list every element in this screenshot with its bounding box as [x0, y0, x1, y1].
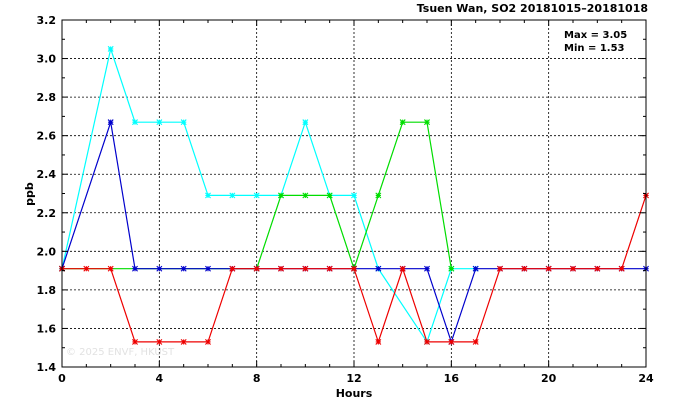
data-point-marker [205, 338, 211, 345]
data-point-marker [156, 338, 163, 345]
x-tick-label: 16 [444, 372, 460, 385]
data-point-marker [107, 119, 114, 126]
data-point-marker [399, 119, 406, 126]
data-point-marker [302, 265, 309, 272]
grid [62, 20, 646, 367]
data-point-marker [472, 265, 479, 272]
data-point-marker [229, 265, 236, 272]
data-point-marker [302, 192, 309, 199]
watermark: © 2025 ENVF, HKUST [66, 347, 175, 358]
data-point-marker [180, 338, 187, 345]
y-tick-label: 2.2 [37, 207, 57, 220]
x-tick-label: 24 [638, 372, 654, 385]
min-annotation: Min = 1.53 [564, 43, 625, 54]
data-point-marker [424, 119, 430, 126]
data-point-marker [253, 192, 260, 199]
data-point-marker [351, 192, 357, 199]
series-layer [59, 45, 649, 345]
data-point-marker [326, 192, 333, 199]
data-point-marker [375, 192, 382, 199]
data-point-marker [278, 265, 284, 272]
y-tick-label: 1.8 [37, 284, 57, 297]
data-point-marker [302, 119, 309, 126]
y-tick-label: 3.2 [37, 14, 57, 27]
data-point-marker [448, 338, 455, 345]
data-point-marker [180, 119, 187, 126]
data-point-marker [253, 265, 260, 272]
x-tick-label: 8 [253, 372, 261, 385]
data-point-marker [375, 338, 382, 345]
data-point-marker [326, 265, 333, 272]
data-point-marker [521, 265, 528, 272]
data-point-marker [132, 119, 138, 126]
data-point-marker [351, 265, 357, 272]
data-point-marker [132, 338, 138, 345]
y-tick-label: 2.0 [37, 245, 57, 258]
data-point-marker [618, 265, 625, 272]
x-tick-label: 20 [541, 372, 557, 385]
data-point-marker [375, 265, 382, 272]
x-tick-label: 4 [156, 372, 164, 385]
data-point-marker [205, 192, 211, 199]
y-tick-label: 2.8 [37, 91, 57, 104]
x-axis-label: Hours [336, 387, 373, 400]
y-axis-label: ppb [23, 182, 36, 206]
data-point-marker [205, 265, 211, 272]
data-point-marker [570, 265, 576, 272]
y-tick-label: 1.4 [37, 361, 57, 374]
data-point-marker [180, 265, 187, 272]
data-point-marker [448, 265, 455, 272]
y-tick-label: 3.0 [37, 53, 57, 66]
data-point-marker [424, 265, 430, 272]
data-point-marker [472, 338, 479, 345]
x-tick-label: 12 [346, 372, 361, 385]
series-3 [59, 192, 649, 345]
data-point-marker [497, 265, 503, 272]
data-point-marker [156, 119, 163, 126]
data-point-marker [399, 265, 406, 272]
series-line [61, 46, 476, 344]
series-line [62, 121, 452, 271]
data-point-marker [424, 338, 430, 345]
y-tick-label: 2.4 [37, 168, 57, 181]
x-tick-label: 0 [58, 372, 66, 385]
data-point-marker [278, 192, 284, 199]
max-annotation: Max = 3.05 [564, 30, 627, 41]
data-point-marker [229, 192, 236, 199]
series-0 [59, 45, 479, 345]
data-point-marker [83, 265, 90, 272]
data-point-marker [132, 265, 138, 272]
data-point-marker [107, 265, 114, 272]
data-point-marker [545, 265, 552, 272]
y-tick-label: 2.6 [37, 130, 57, 143]
axis-ticks: 0 4 8 12 16 20 24 1.4 1.6 1.8 2.0 2.2 2.4 2.6 2.8 3.0 3.… [37, 14, 654, 385]
data-point-marker [107, 45, 114, 52]
data-point-marker [594, 265, 601, 272]
data-point-marker [156, 265, 163, 272]
chart-title: Tsuen Wan, SO2 20181015–20181018 [417, 2, 648, 15]
y-tick-label: 1.6 [37, 322, 57, 335]
